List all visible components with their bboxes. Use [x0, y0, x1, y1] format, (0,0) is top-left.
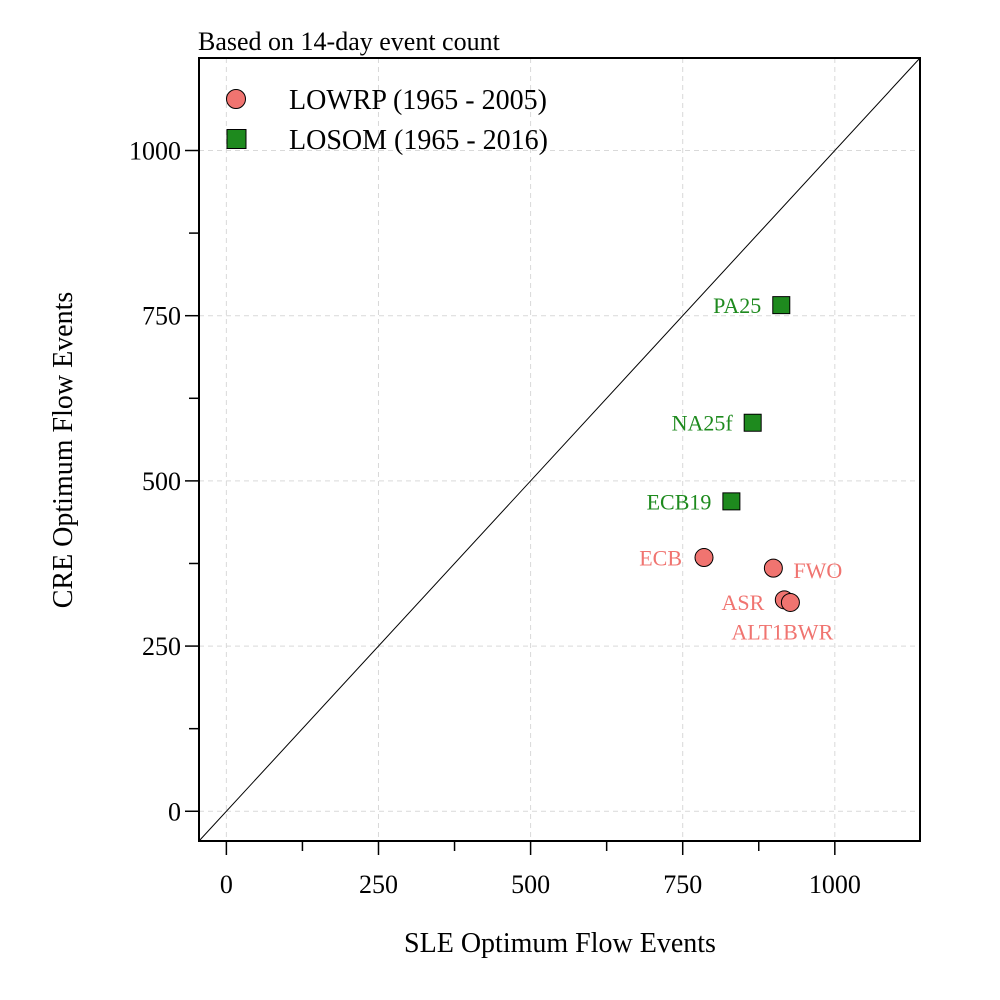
plot-frame	[198, 57, 921, 842]
point-label: PA25	[713, 293, 761, 318]
point-square	[772, 296, 791, 315]
x-tick-label: 500	[511, 870, 550, 899]
legend-entry-label: LOSOM (1965 - 2016)	[289, 125, 548, 156]
y-tick-label: 250	[142, 632, 181, 661]
point-label: ASR	[722, 590, 765, 615]
legend-entry-label: LOWRP (1965 - 2005)	[289, 85, 547, 116]
legend: LOWRP (1965 - 2005) LOSOM (1965 - 2016)	[226, 85, 548, 156]
legend-square-marker	[226, 129, 247, 149]
point-square	[722, 492, 741, 511]
y-tick-label: 0	[168, 797, 181, 826]
point-label: ECB	[639, 546, 682, 571]
y-tick-label: 1000	[129, 137, 181, 166]
y-tick-label: 500	[142, 467, 181, 496]
y-axis-label: CRE Optimum Flow Events	[48, 292, 79, 609]
y-tick-label: 750	[142, 302, 181, 331]
legend-circle-marker	[226, 89, 246, 109]
point-circle	[780, 592, 800, 612]
point-circle	[694, 548, 714, 568]
point-label: NA25f	[672, 411, 734, 436]
point-label: ALT1BWR	[731, 619, 833, 644]
point-square	[743, 413, 762, 432]
chart-title: Based on 14-day event count	[198, 27, 501, 56]
data-points: ECB FWO ASR ALT1BWR PA25 NA25f ECB19	[639, 293, 842, 644]
point-label: ECB19	[647, 489, 712, 514]
point-label: FWO	[793, 558, 842, 583]
one-to-one-line	[198, 57, 921, 842]
grid	[199, 58, 920, 841]
x-tick-label: 750	[663, 870, 702, 899]
x-axis-label: SLE Optimum Flow Events	[404, 928, 716, 959]
point-circle	[763, 558, 783, 578]
axis-ticks: 0 250 500 750 1000 0 250 500 750 1000	[129, 137, 861, 899]
x-tick-label: 1000	[809, 870, 861, 899]
x-tick-label: 250	[359, 870, 398, 899]
x-tick-label: 0	[220, 870, 233, 899]
